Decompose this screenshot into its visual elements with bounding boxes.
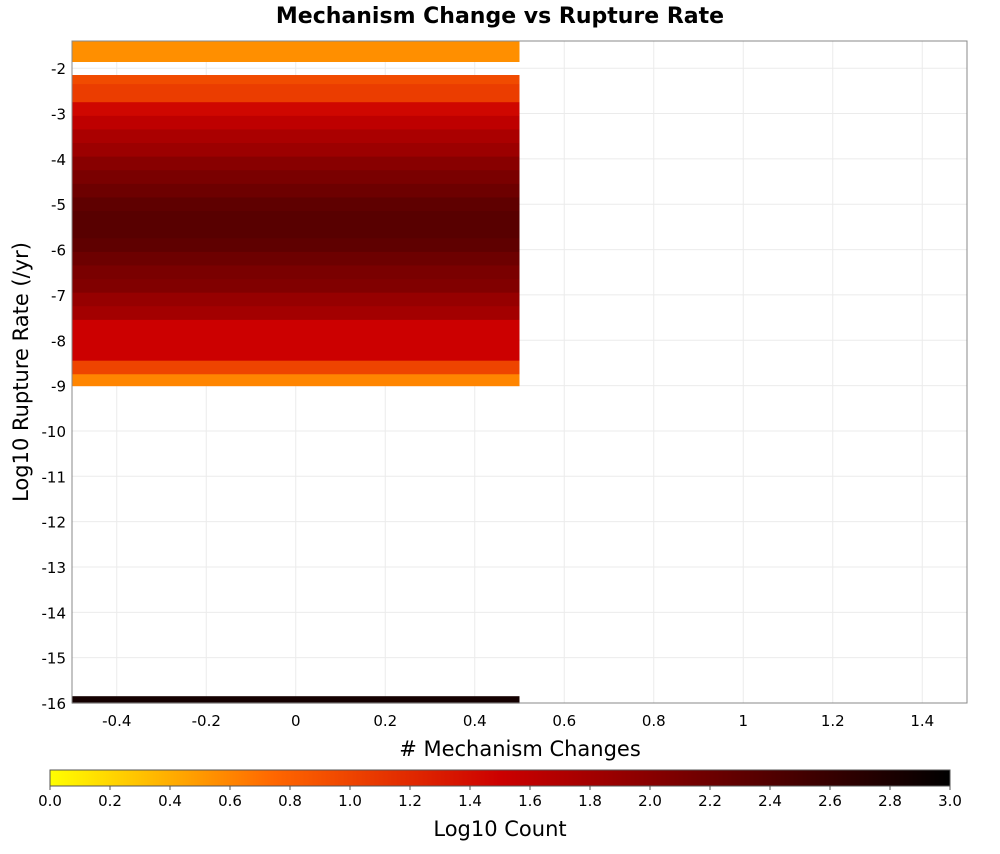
heatmap-cell <box>72 75 520 85</box>
heatmap-cell <box>72 251 520 267</box>
heatmap-cell <box>72 319 520 362</box>
heatmap-cell <box>72 115 520 131</box>
colorbar-tick-label: 2.4 <box>758 792 782 810</box>
colorbar-tick-label: 0.2 <box>98 792 122 810</box>
y-tick-label: -14 <box>42 604 67 622</box>
heatmap-cell <box>72 696 520 704</box>
heatmap-cell <box>72 279 520 294</box>
y-tick-labels: -2 -3 -4 -5 -6 -7 -8 -9 -10 -11 -12 -13 -14 -15 -16 <box>42 60 67 713</box>
heatmap-cell <box>72 102 520 117</box>
y-tick-label: -13 <box>42 559 67 577</box>
heatmap-cell <box>72 211 520 239</box>
x-tick-label: 0.2 <box>373 712 397 730</box>
heatmap-cell <box>72 306 520 321</box>
heatmap-cells <box>72 41 520 704</box>
colorbar <box>49 769 951 787</box>
colorbar-tick-label: 0.6 <box>218 792 242 810</box>
chart-title: Mechanism Change vs Rupture Rate <box>276 4 724 29</box>
colorbar-tick-label: 2.6 <box>818 792 842 810</box>
heatmap-cell <box>72 360 520 375</box>
y-tick-label: -15 <box>42 650 67 668</box>
y-tick-label: -16 <box>42 695 67 713</box>
y-tick-label: -6 <box>51 242 66 260</box>
colorbar-tick-label: 0.4 <box>158 792 182 810</box>
colorbar-tick-label: 1.2 <box>398 792 422 810</box>
colorbar-tick-labels: 0.0 0.2 0.4 0.6 0.8 1.0 1.2 1.4 1.6 1.8 2.0 2.2 2.4 2… <box>38 786 962 810</box>
y-tick-label: -3 <box>51 106 66 124</box>
y-tick-label: -7 <box>51 287 66 305</box>
x-tick-label: -0.4 <box>102 712 131 730</box>
heatmap-cell <box>72 84 520 103</box>
x-tick-label: 1.2 <box>821 712 845 730</box>
heatmap-cell <box>72 129 520 144</box>
x-tick-label: 1.4 <box>910 712 934 730</box>
x-tick-label: 0.8 <box>642 712 666 730</box>
x-tick-label: 0 <box>291 712 301 730</box>
y-tick-label: -4 <box>51 151 66 169</box>
y-tick-label: -11 <box>42 468 67 486</box>
colorbar-tick-label: 3.0 <box>938 792 962 810</box>
colorbar-tick-label: 1.8 <box>578 792 602 810</box>
heatmap-cell <box>72 156 520 171</box>
x-tick-label: 0.6 <box>552 712 576 730</box>
colorbar-tick-label: 0.8 <box>278 792 302 810</box>
heatmap-cell <box>72 143 520 158</box>
x-tick-label: -0.2 <box>192 712 221 730</box>
colorbar-label: Log10 Count <box>433 817 566 841</box>
y-tick-label: -5 <box>51 196 66 214</box>
x-tick-label: 1 <box>738 712 748 730</box>
x-tick-label: 0.4 <box>463 712 487 730</box>
plot-frame <box>71 40 968 704</box>
y-tick-label: -12 <box>42 514 67 532</box>
heatmap-cell <box>72 170 520 185</box>
y-tick-label: -9 <box>51 378 66 396</box>
colorbar-tick-label: 2.8 <box>878 792 902 810</box>
heatmap-cell <box>72 238 520 253</box>
colorbar-tick-label: 1.6 <box>518 792 542 810</box>
y-tick-label: -10 <box>42 423 67 441</box>
y-tick-label: -2 <box>51 60 66 78</box>
colorbar-tick-label: 2.2 <box>698 792 722 810</box>
heatmap-cell <box>72 197 520 212</box>
heatmap-cell <box>72 41 520 63</box>
heatmap-cell <box>72 265 520 280</box>
y-tick-label: -8 <box>51 332 66 350</box>
heatmap-cell <box>72 183 520 199</box>
colorbar-tick-label: 2.0 <box>638 792 662 810</box>
colorbar-tick-label: 1.4 <box>458 792 482 810</box>
heatmap-cell <box>72 292 520 307</box>
colorbar-tick-label: 0.0 <box>38 792 62 810</box>
heatmap-cell <box>72 374 520 387</box>
colorbar-tick-label: 1.0 <box>338 792 362 810</box>
x-tick-labels: -0.4 -0.2 0 0.2 0.4 0.6 0.8 1 1.2 1.4 <box>102 712 934 730</box>
y-axis-label: Log10 Rupture Rate (/yr) <box>9 242 33 502</box>
x-axis-label: # Mechanism Changes <box>399 737 641 761</box>
